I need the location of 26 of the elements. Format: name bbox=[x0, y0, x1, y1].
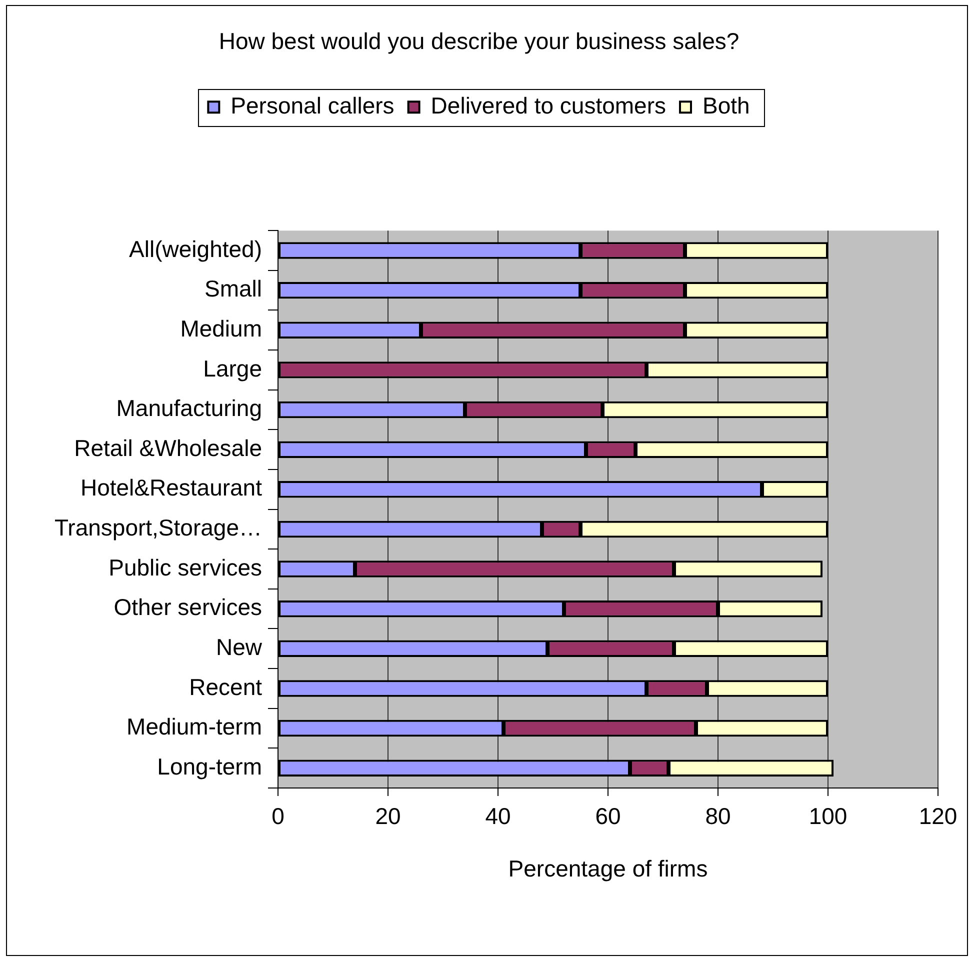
y-tick-label: Hotel&Restaurant bbox=[80, 474, 263, 501]
legend-label: Delivered to customers bbox=[430, 92, 666, 118]
y-tick-label: Small bbox=[204, 276, 262, 302]
y-tick-label: All(weighted) bbox=[129, 236, 262, 262]
x-tick-label: 40 bbox=[485, 803, 511, 830]
y-tick-label: Other services bbox=[114, 594, 262, 620]
x-tick-label: 80 bbox=[705, 803, 731, 830]
x-tick-label: 100 bbox=[808, 803, 848, 830]
y-tick-label: Large bbox=[203, 355, 262, 382]
y-tick-label: Recent bbox=[189, 674, 263, 700]
chart-title: How best would you describe your business sales? bbox=[218, 28, 740, 54]
y-tick-label: Public services bbox=[108, 554, 262, 580]
x-tick-label: 0 bbox=[272, 803, 284, 830]
y-tick-label: Retail &Wholesale bbox=[74, 434, 262, 461]
legend-label: Personal callers bbox=[230, 92, 394, 118]
x-tick-label: 60 bbox=[595, 803, 621, 830]
x-tick-label: 120 bbox=[918, 803, 958, 830]
y-tick-label: Manufacturing bbox=[116, 395, 262, 422]
legend-label: Both bbox=[702, 92, 750, 118]
y-tick-label: Long-term bbox=[157, 753, 262, 780]
x-tick-label: 20 bbox=[375, 803, 401, 830]
y-tick-label: Medium bbox=[180, 315, 262, 342]
y-tick-label: New bbox=[216, 634, 262, 660]
y-tick-label: Transport,Storage… bbox=[54, 514, 262, 541]
x-axis-title: Percentage of firms bbox=[508, 856, 708, 882]
y-tick-label: Medium-term bbox=[126, 714, 262, 740]
